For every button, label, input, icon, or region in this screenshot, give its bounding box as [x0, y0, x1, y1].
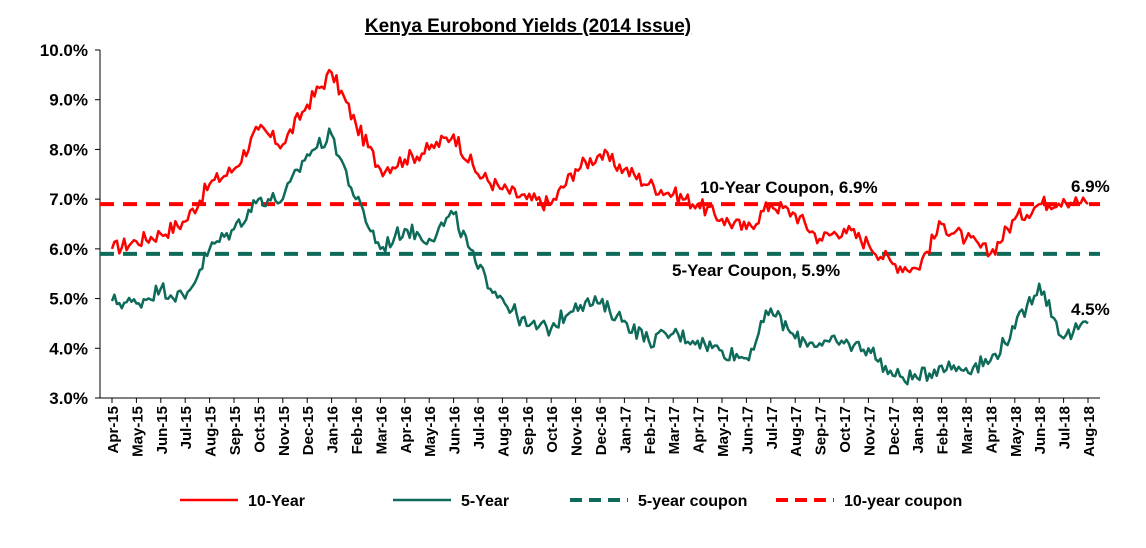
x-tick-label: Oct-15 [251, 406, 268, 453]
x-tick-label: Feb-17 [642, 406, 659, 454]
x-tick-label: Jun-16 [447, 406, 464, 454]
x-tick-label: Nov-16 [569, 406, 586, 456]
x-tick-label: Jul-15 [178, 406, 195, 449]
x-tick-label: Oct-17 [837, 406, 854, 453]
x-tick-label: May-16 [422, 406, 439, 457]
x-tick-label: Jun-17 [739, 406, 756, 454]
series-10-year-line [110, 68, 1089, 274]
x-tick-label: May-15 [129, 406, 146, 457]
annotation-10-year-latest: 6.9% [1071, 177, 1110, 196]
x-tick-label: Sep-17 [813, 406, 830, 455]
y-tick-label: 9.0% [49, 91, 88, 110]
y-tick-label: 3.0% [49, 389, 88, 408]
annotation-5-year-coupon: 5-Year Coupon, 5.9% [672, 261, 840, 280]
x-tick-label: Jun-15 [154, 406, 171, 454]
x-tick-label: Apr-17 [691, 406, 708, 454]
y-tick-label: 10.0% [40, 41, 88, 60]
x-tick-label: Nov-15 [276, 406, 293, 456]
annotations: 10-Year Coupon, 6.9% 5-Year Coupon, 5.9% 6… [672, 177, 1110, 319]
series-lines [110, 68, 1089, 386]
y-tick-label: 7.0% [49, 190, 88, 209]
x-tick-label: Sep-16 [520, 406, 537, 455]
x-tick-label: Mar-17 [666, 406, 683, 454]
x-tick-label: Jul-16 [471, 406, 488, 449]
x-tick-label: Feb-16 [349, 406, 366, 454]
y-axis: 3.0% 4.0% 5.0% 6.0% 7.0% 8.0% 9.0% 10.0% [40, 41, 101, 408]
x-tick-label: Apr-16 [398, 406, 415, 454]
x-tick-label: Oct-16 [544, 406, 561, 453]
legend-label-5-year-coupon: 5-year coupon [638, 493, 747, 510]
legend: 10-Year 5-Year 5-year coupon 10-year coupon [180, 493, 962, 510]
x-tick-label: Aug-15 [203, 406, 220, 457]
x-tick-label: Jan-17 [617, 406, 634, 454]
x-tick-label: May-17 [715, 406, 732, 457]
x-tick-label: Mar-16 [373, 406, 390, 454]
x-tick-label: May-18 [1008, 406, 1025, 457]
x-tick-label: Dec-16 [593, 406, 610, 455]
x-tick-label: Jan-16 [325, 406, 342, 454]
x-tick-label: Jul-17 [764, 406, 781, 449]
legend-label-10-year-coupon: 10-year coupon [844, 493, 962, 510]
legend-label-5-year: 5-Year [461, 493, 509, 510]
x-tick-label: Feb-18 [935, 406, 952, 454]
x-tick-label: Dec-15 [300, 406, 317, 455]
y-tick-label: 6.0% [49, 240, 88, 259]
x-tick-label: Jan-18 [910, 406, 927, 454]
x-tick-label: Dec-17 [886, 406, 903, 455]
x-tick-label: Nov-17 [861, 406, 878, 456]
x-axis: Apr-15 May-15 Jun-15 Jul-15 Aug-15 Sep-15 Oct-… [100, 397, 1100, 457]
annotation-5-year-latest: 4.5% [1071, 300, 1110, 319]
y-tick-label: 4.0% [49, 339, 88, 358]
y-tick-label: 8.0% [49, 140, 88, 159]
x-tick-label: Aug-18 [1081, 406, 1098, 457]
chart-title: Kenya Eurobond Yields (2014 Issue) [365, 16, 691, 37]
x-tick-label: Sep-15 [227, 406, 244, 455]
x-tick-label: Mar-18 [959, 406, 976, 454]
x-tick-label: Apr-15 [105, 406, 122, 454]
series-5-year-line [110, 127, 1089, 386]
y-tick-label: 5.0% [49, 290, 88, 309]
x-tick-label: Apr-18 [983, 406, 1000, 454]
annotation-10-year-coupon: 10-Year Coupon, 6.9% [700, 178, 878, 197]
x-tick-label: Aug-17 [788, 406, 805, 457]
x-tick-label: Jun-18 [1032, 406, 1049, 454]
legend-label-10-year: 10-Year [248, 493, 305, 510]
x-tick-label: Jul-18 [1057, 406, 1074, 449]
x-tick-label: Aug-16 [495, 406, 512, 457]
